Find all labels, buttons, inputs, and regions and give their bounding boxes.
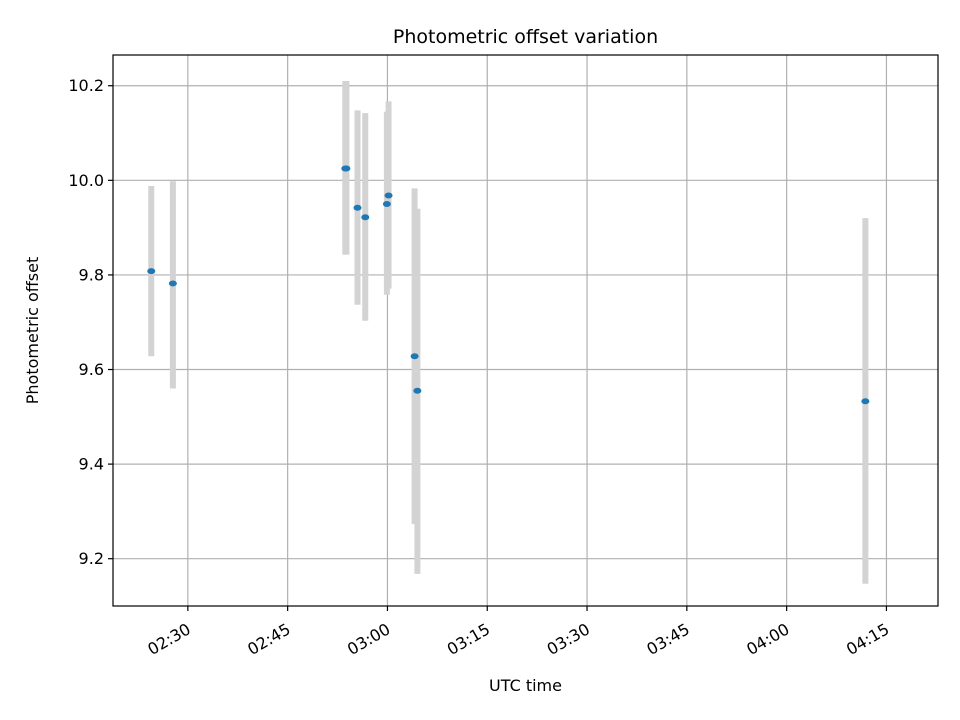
y-tick-label: 9.4 xyxy=(79,455,104,474)
x-tick-label: 03:00 xyxy=(344,619,393,659)
data-point xyxy=(861,398,870,405)
data-point xyxy=(168,280,177,287)
y-tick-label: 9.8 xyxy=(79,265,104,284)
data-points xyxy=(147,165,870,405)
x-axis-label: UTC time xyxy=(489,676,562,695)
x-tick-label: 03:45 xyxy=(643,619,692,659)
data-point xyxy=(384,192,393,199)
x-tick-label: 03:15 xyxy=(444,619,493,659)
data-point xyxy=(342,165,351,172)
data-point xyxy=(410,353,419,360)
grid xyxy=(113,55,938,606)
data-point xyxy=(147,268,156,275)
x-axis: 02:30 02:45 03:00 03:15 03:30 03:45 04:00 04:15 xyxy=(144,606,892,659)
y-axis-label: Photometric offset xyxy=(23,257,42,405)
x-tick-label: 02:45 xyxy=(244,619,293,659)
data-point xyxy=(353,204,362,211)
data-point xyxy=(413,387,422,394)
x-tick-label: 03:30 xyxy=(544,619,593,659)
y-tick-label: 10.2 xyxy=(68,76,104,95)
y-tick-label: 9.2 xyxy=(79,549,104,568)
data-point xyxy=(361,214,370,221)
data-point xyxy=(382,200,391,207)
x-tick-label: 04:00 xyxy=(743,619,792,659)
plot-frame xyxy=(112,54,939,607)
x-tick-label: 04:15 xyxy=(843,619,892,659)
x-tick-label: 02:30 xyxy=(144,619,193,659)
error-bars xyxy=(148,81,869,584)
y-tick-label: 10.0 xyxy=(68,171,104,190)
y-tick-label: 9.6 xyxy=(79,360,104,379)
y-axis: 9.2 9.4 9.6 9.8 10.0 10.2 xyxy=(68,76,113,568)
chart-title: Photometric offset variation xyxy=(393,26,658,48)
